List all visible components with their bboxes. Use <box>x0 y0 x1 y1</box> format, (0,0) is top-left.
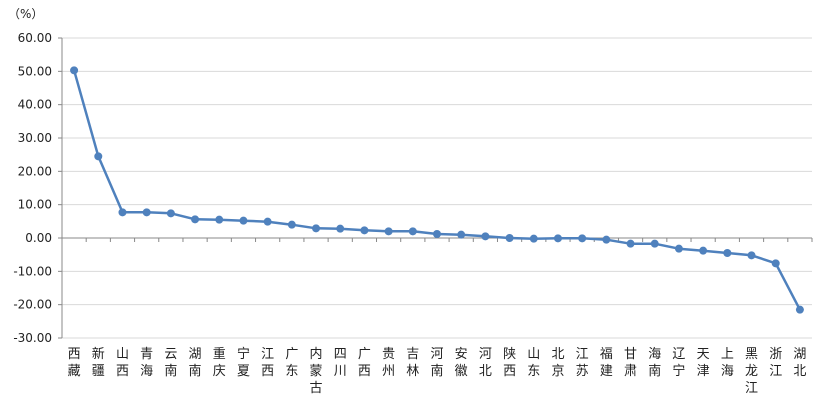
data-point <box>457 230 466 239</box>
x-category-label: 山西 <box>116 347 129 379</box>
x-category-label: 宁夏 <box>237 346 250 379</box>
y-tick-label: 10.00 <box>18 198 52 212</box>
y-tick-label: 20.00 <box>18 164 52 178</box>
data-point <box>795 305 804 314</box>
x-category-label: 湖北 <box>793 347 806 379</box>
data-point <box>481 232 490 241</box>
data-point <box>433 230 441 238</box>
data-point <box>336 224 345 233</box>
data-point <box>360 226 369 235</box>
x-category-label: 陕西 <box>503 347 516 379</box>
x-category-label: 福建 <box>600 347 613 379</box>
data-point <box>215 215 224 224</box>
data-point <box>166 209 175 218</box>
data-point <box>553 234 562 243</box>
x-category-label: 重庆 <box>213 346 226 379</box>
series-polyline <box>72 69 802 311</box>
data-point <box>602 235 611 244</box>
x-category-label: 吉林 <box>406 347 419 379</box>
data-point <box>118 208 127 217</box>
y-tick-label: 0.00 <box>25 231 52 245</box>
gridlines <box>62 37 812 339</box>
x-axis-category-labels: 西藏新疆山西青海云南湖南重庆宁夏江西广东内蒙古四川广西贵州吉林河南安徽河北陕西山… <box>68 346 807 396</box>
x-category-label: 河南 <box>430 347 443 379</box>
data-point <box>70 66 79 75</box>
data-point <box>408 227 417 236</box>
x-category-label: 辽宁 <box>672 347 685 379</box>
data-point <box>626 239 635 248</box>
x-category-label: 北京 <box>551 347 564 379</box>
x-category-label: 江苏 <box>576 347 589 379</box>
x-category-label: 青海 <box>140 347 153 379</box>
x-category-label: 天津 <box>697 347 710 379</box>
series-line <box>72 69 802 311</box>
x-category-label: 西藏 <box>68 347 81 379</box>
data-point <box>747 251 756 260</box>
data-point <box>723 249 732 257</box>
data-point <box>384 227 393 236</box>
x-category-label: 湖南 <box>189 347 202 379</box>
x-category-label: 海南 <box>648 347 661 379</box>
x-category-label: 广西 <box>358 347 371 379</box>
data-point <box>674 244 683 253</box>
y-tick-label: -30.00 <box>13 331 52 345</box>
x-category-label: 河北 <box>479 347 492 379</box>
y-tick-label: -20.00 <box>13 298 52 312</box>
x-category-label: 新疆 <box>92 346 105 379</box>
y-tick-label: 40.00 <box>18 98 52 112</box>
x-category-label: 贵州 <box>382 347 395 379</box>
data-point <box>94 152 103 161</box>
x-category-label: 内蒙古 <box>310 346 323 396</box>
data-point <box>505 234 514 242</box>
x-category-label: 甘肃 <box>624 347 637 379</box>
data-point <box>529 234 538 243</box>
data-point <box>239 216 248 225</box>
data-point <box>650 239 659 248</box>
y-axis-tick-labels: 60.00 50.00 40.00 30.00 20.00 10.00 0.00 -10.00… <box>13 31 52 345</box>
series-points <box>70 66 804 314</box>
data-point <box>287 220 296 229</box>
x-category-label: 广东 <box>285 347 298 379</box>
axes <box>58 37 813 339</box>
y-tick-label: 50.00 <box>18 64 52 78</box>
data-point <box>191 215 200 224</box>
x-category-label: 江西 <box>261 347 274 379</box>
data-point <box>312 224 321 233</box>
y-tick-label: 30.00 <box>18 131 52 145</box>
x-category-label: 安徽 <box>455 347 468 379</box>
data-point <box>263 217 272 226</box>
x-category-label: 上海 <box>721 347 734 379</box>
x-category-label: 黑龙江 <box>745 347 758 396</box>
x-category-label: 云南 <box>164 347 177 379</box>
x-category-label: 四川 <box>334 347 347 379</box>
y-axis-unit-label: （%） <box>8 7 43 21</box>
data-point <box>771 259 780 268</box>
data-point <box>578 234 587 243</box>
data-point <box>699 246 708 255</box>
x-category-label: 山东 <box>527 347 540 379</box>
data-point <box>142 208 151 217</box>
y-tick-label: 60.00 <box>18 31 52 45</box>
y-tick-label: -10.00 <box>13 264 52 278</box>
x-category-label: 浙江 <box>769 347 782 379</box>
